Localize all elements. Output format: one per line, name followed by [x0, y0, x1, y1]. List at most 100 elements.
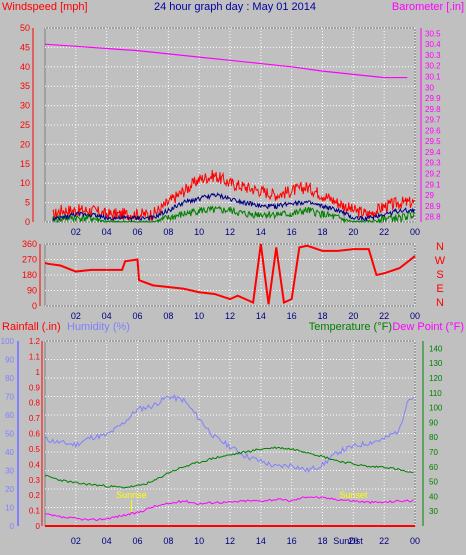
direction-x-tick: 12	[225, 311, 235, 321]
barometer-tick: 30.4	[425, 40, 441, 49]
direction-tick: 90	[27, 286, 37, 296]
climate-x-tick: 18	[317, 536, 327, 546]
windspeed-tick: 10	[20, 178, 30, 188]
barometer-line	[44, 43, 408, 79]
temperature-ticks: 30 40 50 60 70 80 90 100 110 120 130 140	[429, 344, 443, 516]
windspeed-tick: 40	[20, 62, 30, 72]
climate-x-tick: 02	[71, 536, 81, 546]
sunset-label: Sunset	[339, 490, 368, 500]
humidity-tick: 80	[5, 374, 14, 383]
barometer-tick: 29.1	[425, 180, 441, 189]
wind-panel-x-ticks: 02 04 06 08 10 12 14 16 18 20 22 00	[71, 227, 420, 237]
barometer-tick: 29.9	[425, 94, 441, 103]
wind-x-tick: 08	[163, 227, 173, 237]
direction-x-tick: 20	[348, 311, 358, 321]
compass-letter: S	[436, 269, 443, 281]
climate-x-tick: 14	[256, 536, 266, 546]
wind-low-line	[52, 205, 415, 224]
direction-tick: 360	[22, 239, 37, 249]
rainfall-ticks: 0 0.1 0.2 0.3 0.4 0.5 0.6 0.7 0.8 0.9 1 1.1 1.2	[29, 337, 41, 531]
direction-x-tick: 06	[132, 311, 142, 321]
compass-letter: W	[435, 255, 446, 267]
humidity-tick: 40	[5, 448, 14, 457]
humidity-tick: 60	[5, 411, 14, 420]
wind-x-tick: 16	[287, 227, 297, 237]
wind-panel-series	[44, 43, 415, 224]
wind-average-line	[52, 192, 415, 223]
climate-x-tick: 00	[410, 536, 420, 546]
barometer-tick: 30.1	[425, 73, 441, 82]
barometer-tick: 30.3	[425, 51, 441, 60]
direction-tick: 0	[32, 301, 37, 311]
rainfall-tick: 0.6	[29, 430, 41, 439]
humidity-tick: 90	[5, 356, 14, 365]
temperature-tick: 140	[429, 344, 443, 353]
barometer-tick: 30.5	[425, 29, 441, 38]
temperature-axis-label: Temperature (°F)	[309, 321, 392, 333]
windspeed-axis-label: Windspeed [mph]	[2, 1, 88, 13]
barometer-tick: 29.5	[425, 137, 441, 146]
temperature-tick: 130	[429, 359, 443, 368]
direction-x-tick: 00	[410, 311, 420, 321]
rainfall-tick: 0.7	[29, 414, 41, 423]
humidity-tick: 0	[10, 522, 15, 531]
wind-panel-grid	[32, 27, 422, 223]
direction-x-tick: 10	[194, 311, 204, 321]
humidity-tick: 10	[5, 504, 14, 513]
temperature-tick: 80	[429, 433, 438, 442]
humidity-line	[44, 393, 414, 473]
direction-tick: 270	[22, 255, 37, 265]
wind-x-tick: 00	[410, 227, 420, 237]
climate-panel-x-ticks: 02 04 06 08 10 12 14 16 18 20 22 00	[71, 536, 420, 546]
climate-x-tick: 12	[225, 536, 235, 546]
rainfall-tick: 0.3	[29, 476, 41, 485]
barometer-axis-label: Barometer [.in]	[392, 1, 464, 13]
climate-x-tick: 20	[348, 536, 358, 546]
barometer-tick: 28.9	[425, 202, 441, 211]
wind-direction-line	[44, 243, 416, 305]
temperature-tick: 120	[429, 374, 443, 383]
humidity-tick: 100	[1, 337, 15, 346]
humidity-axis-label: Humidity (%)	[67, 321, 130, 333]
windspeed-tick: 45	[20, 42, 30, 52]
climate-x-tick: 04	[102, 536, 112, 546]
barometer-tick: 29.2	[425, 170, 441, 179]
climate-series	[44, 393, 415, 527]
rainfall-axis-label: Rainfall (.in)	[2, 321, 61, 333]
barometer-tick: 30.2	[425, 62, 441, 71]
temperature-tick: 90	[429, 418, 438, 427]
humidity-tick: 30	[5, 467, 14, 476]
rainfall-tick: 1	[36, 368, 41, 377]
humidity-tick: 50	[5, 430, 14, 439]
rainfall-tick: 0.4	[29, 460, 41, 469]
humidity-tick: 70	[5, 393, 14, 402]
rainfall-tick: 0.5	[29, 445, 41, 454]
wind-gust-line	[52, 170, 415, 221]
dewpoint-line	[44, 496, 414, 521]
direction-x-tick: 02	[71, 311, 81, 321]
temperature-line	[44, 446, 414, 489]
wind-x-tick: 10	[194, 227, 204, 237]
temperature-tick: 30	[429, 507, 438, 516]
temperature-tick: 110	[429, 389, 442, 398]
rainfall-tick: 0.9	[29, 383, 41, 392]
temperature-tick: 60	[429, 463, 438, 472]
windspeed-tick: 0	[25, 217, 30, 227]
barometer-tick: 29	[425, 191, 434, 200]
rainfall-tick: 1.1	[29, 352, 41, 361]
temperature-tick: 40	[429, 492, 438, 501]
direction-x-tick: 22	[379, 311, 389, 321]
windspeed-tick: 5	[25, 198, 30, 208]
direction-x-tick: 08	[163, 311, 173, 321]
windspeed-tick: 15	[20, 159, 30, 169]
windspeed-tick: 25	[20, 120, 30, 130]
barometer-tick: 29.7	[425, 116, 441, 125]
wind-x-tick: 02	[71, 227, 81, 237]
dewpoint-axis-label: Dew Point (°F)	[392, 321, 464, 333]
temperature-tick: 50	[429, 478, 438, 487]
wind-x-tick: 18	[317, 227, 327, 237]
direction-series	[44, 243, 416, 305]
climate-x-tick: 06	[132, 536, 142, 546]
